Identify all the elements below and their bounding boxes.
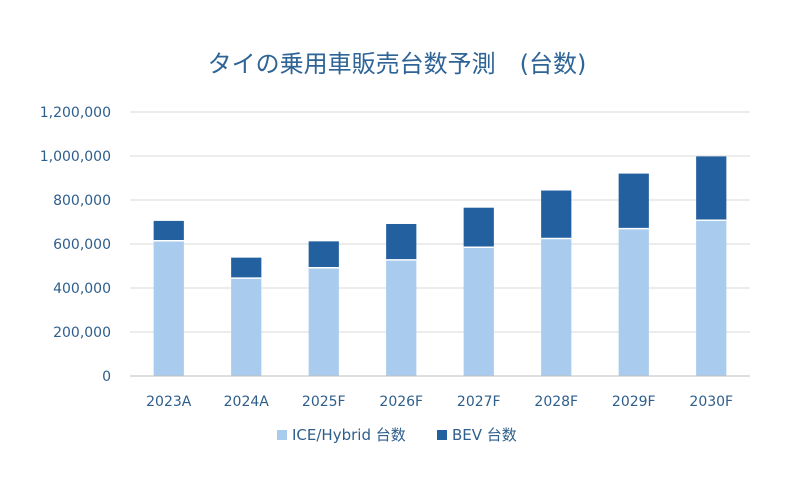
bar-ice-2029F	[618, 228, 649, 376]
x-tick-label: 2030F	[689, 394, 733, 410]
y-tick-label: 1,200,000	[40, 105, 111, 121]
y-axis-ticks: 0 200,000 400,000 600,000 800,000 1,000,000 1,…	[40, 105, 111, 385]
gridlines	[130, 111, 750, 333]
bar-ice-2027F	[463, 247, 494, 376]
bars	[153, 156, 727, 376]
chart-title: タイの乗用車販売台数予測 (台数)	[208, 50, 587, 78]
y-tick-label: 200,000	[53, 325, 111, 341]
x-tick-label: 2027F	[457, 394, 501, 410]
x-tick-label: 2029F	[612, 394, 656, 410]
bar-bev-2025F	[308, 241, 339, 268]
bar-ice-2025F	[308, 267, 339, 376]
bar-ice-2024A	[231, 278, 262, 376]
x-axis-ticks: 2023A 2024A 2025F 2026F 2027F 2028F 2029F 2030F	[146, 394, 733, 410]
bar-bev-2030F	[696, 156, 727, 221]
x-tick-label: 2026F	[379, 394, 423, 410]
legend-swatch-bev	[437, 430, 447, 440]
bar-bev-2027F	[463, 207, 494, 248]
legend-swatch-ice	[277, 430, 287, 440]
legend-label-ice: ICE/Hybrid 台数	[292, 426, 406, 444]
bar-bev-2029F	[618, 173, 649, 229]
y-tick-label: 1,000,000	[40, 149, 111, 165]
y-tick-label: 600,000	[53, 237, 111, 253]
y-tick-label: 400,000	[53, 281, 111, 297]
x-tick-label: 2023A	[146, 394, 192, 410]
y-tick-label: 0	[102, 369, 111, 385]
bar-bev-2024A	[231, 257, 262, 279]
bar-bev-2028F	[541, 190, 572, 239]
bar-bev-2026F	[386, 223, 417, 260]
bar-ice-2026F	[386, 259, 417, 376]
y-tick-label: 800,000	[53, 193, 111, 209]
bar-ice-2023A	[153, 240, 184, 376]
legend: ICE/Hybrid 台数 BEV 台数	[277, 426, 517, 444]
x-tick-label: 2025F	[302, 394, 346, 410]
bar-bev-2023A	[153, 220, 184, 241]
bar-ice-2028F	[541, 238, 572, 376]
legend-label-bev: BEV 台数	[452, 426, 517, 444]
bar-ice-2030F	[696, 220, 727, 376]
x-tick-label: 2028F	[534, 394, 578, 410]
x-tick-label: 2024A	[224, 394, 270, 410]
